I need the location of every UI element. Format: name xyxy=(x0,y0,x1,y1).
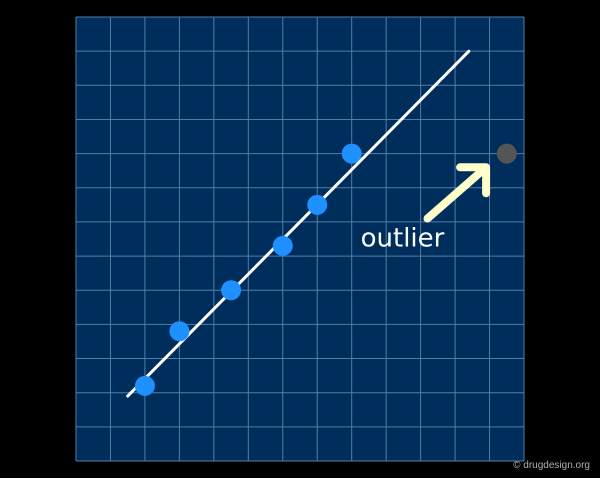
outlier-label: outlier xyxy=(361,223,445,253)
data-point xyxy=(341,143,362,164)
data-point xyxy=(272,235,293,256)
arrow-group xyxy=(423,163,491,223)
data-point xyxy=(221,280,242,301)
outlier-point xyxy=(496,143,517,164)
arrow-shaft xyxy=(423,167,486,223)
data-point xyxy=(307,194,328,215)
data-points xyxy=(134,143,517,396)
copyright-credit: © drugdesign.org xyxy=(513,460,590,471)
data-point xyxy=(134,375,155,396)
grid xyxy=(75,16,525,462)
arrow-head xyxy=(456,163,491,198)
data-point xyxy=(169,321,190,342)
